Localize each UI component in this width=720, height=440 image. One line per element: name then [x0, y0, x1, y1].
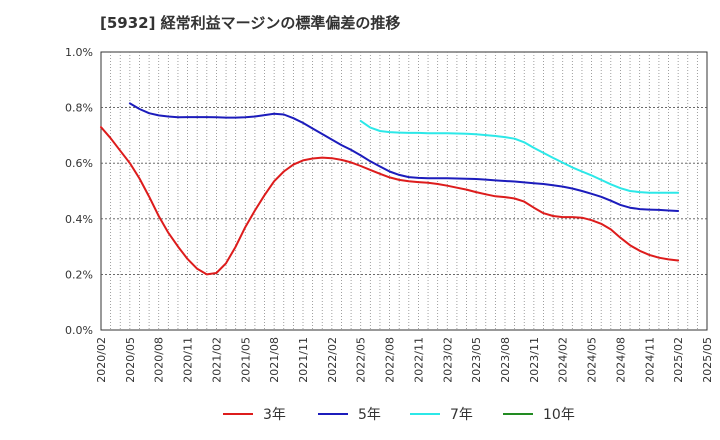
x-tick-label: 2023/02 — [441, 337, 454, 383]
x-tick-label: 2024/05 — [586, 337, 599, 383]
y-tick-label: 0.6% — [65, 157, 93, 170]
x-tick-label: 2020/08 — [153, 337, 166, 383]
x-tick-label: 2024/11 — [643, 337, 656, 383]
x-tick-label: 2023/11 — [528, 337, 541, 383]
legend-label: 7年 — [450, 407, 473, 423]
x-tick-label: 2024/02 — [557, 337, 570, 383]
x-tick-label: 2022/05 — [355, 337, 368, 383]
y-tick-label: 0.4% — [65, 213, 93, 226]
chart-title: [5932] 経常利益マージンの標準偏差の推移 — [100, 14, 401, 32]
x-tick-label: 2023/08 — [499, 337, 512, 383]
x-tick-label: 2020/11 — [182, 337, 195, 383]
x-tick-label: 2021/08 — [268, 337, 281, 383]
y-tick-label: 1.0% — [65, 46, 93, 59]
y-tick-label: 0.8% — [65, 102, 93, 115]
x-tick-label: 2021/05 — [239, 337, 252, 383]
x-tick-label: 2023/05 — [470, 337, 483, 383]
x-tick-label: 2022/02 — [326, 337, 339, 383]
series-line — [100, 126, 680, 276]
x-tick-label: 2022/08 — [384, 337, 397, 383]
series-line — [359, 119, 680, 194]
x-tick-label: 2024/08 — [614, 337, 627, 383]
x-tick-label: 2025/02 — [672, 337, 685, 383]
series-line — [128, 102, 680, 212]
legend-label: 3年 — [263, 407, 286, 423]
legend-label: 10年 — [543, 407, 575, 423]
x-tick-label: 2020/05 — [124, 337, 137, 383]
plot-area — [100, 51, 708, 331]
x-tick-label: 2021/11 — [297, 337, 310, 383]
x-tick-label: 2022/11 — [412, 337, 425, 383]
x-tick-label: 2020/02 — [95, 337, 108, 383]
y-tick-label: 0.0% — [65, 324, 93, 337]
x-tick-label: 2025/05 — [701, 337, 714, 383]
y-tick-label: 0.2% — [65, 268, 93, 281]
legend-label: 5年 — [358, 407, 381, 423]
x-tick-label: 2021/02 — [210, 337, 223, 383]
